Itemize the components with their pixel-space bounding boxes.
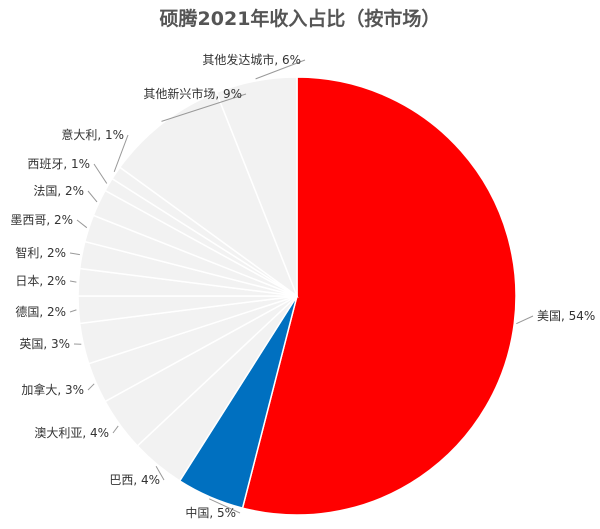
pie-slice-1 [241,76,517,516]
pie-slice-9-label: 智利, 2% [15,245,66,260]
pie-slice-12-leader [93,163,108,184]
pie-slice-4-leader [112,425,119,434]
pie-slice-2-label: 中国, 5% [185,505,236,520]
pie-slice-8-label: 日本, 2% [15,274,66,288]
pie-slice-2-leader [208,498,241,514]
pie-slice-3-leader [155,466,165,481]
pie-slice-13-leader [113,134,129,172]
pie-slice-10-leader [76,219,88,229]
pie-slice-4-label: 澳大利亚, 4% [34,426,109,440]
pie-slice-5-label: 加拿大, 3% [21,382,84,397]
pie-slice-13-label: 意大利, 1% [61,127,124,142]
pie-slice-12-label: 西班牙, 1% [27,157,90,171]
pie-slice-1-leader [516,315,534,325]
pie-slice-15 [215,76,298,297]
pie-slice-14 [118,91,299,299]
slice-labels: 美国, 54% 中国, 5% 巴西, 4% 澳大利亚, 4% 加拿大, 3% 英国, 3%… [10,52,595,520]
chart-title: 硕腾2021年收入占比（按市场） [159,8,441,30]
pie-slice-14-leader [161,93,247,122]
pie-slice-7-label: 德国, 2% [15,304,66,319]
pie-slice-6-label: 英国, 3% [19,337,70,351]
pie-slice-8-leader [69,280,77,283]
pie-slice-7-leader [69,309,77,313]
pie-slice-11-label: 法国, 2% [33,184,84,198]
pie-slice-14-label: 其他新兴市场, 9% [143,86,242,101]
pie-slice-5-leader [87,383,95,391]
pie-slice-15-leader [255,59,306,80]
pie-slice-10-label: 墨西哥, 2% [10,213,73,227]
pie-slice-3-label: 巴西, 4% [109,473,160,487]
pie-slice-1-label: 美国, 54% [537,309,595,323]
pie-slice-15-label: 其他发达城市, 6% [202,52,301,67]
pie-slice-9-leader [69,252,80,256]
leader-lines [69,59,534,514]
pie-slice-11-leader [87,190,98,203]
pie-slices [77,76,517,516]
